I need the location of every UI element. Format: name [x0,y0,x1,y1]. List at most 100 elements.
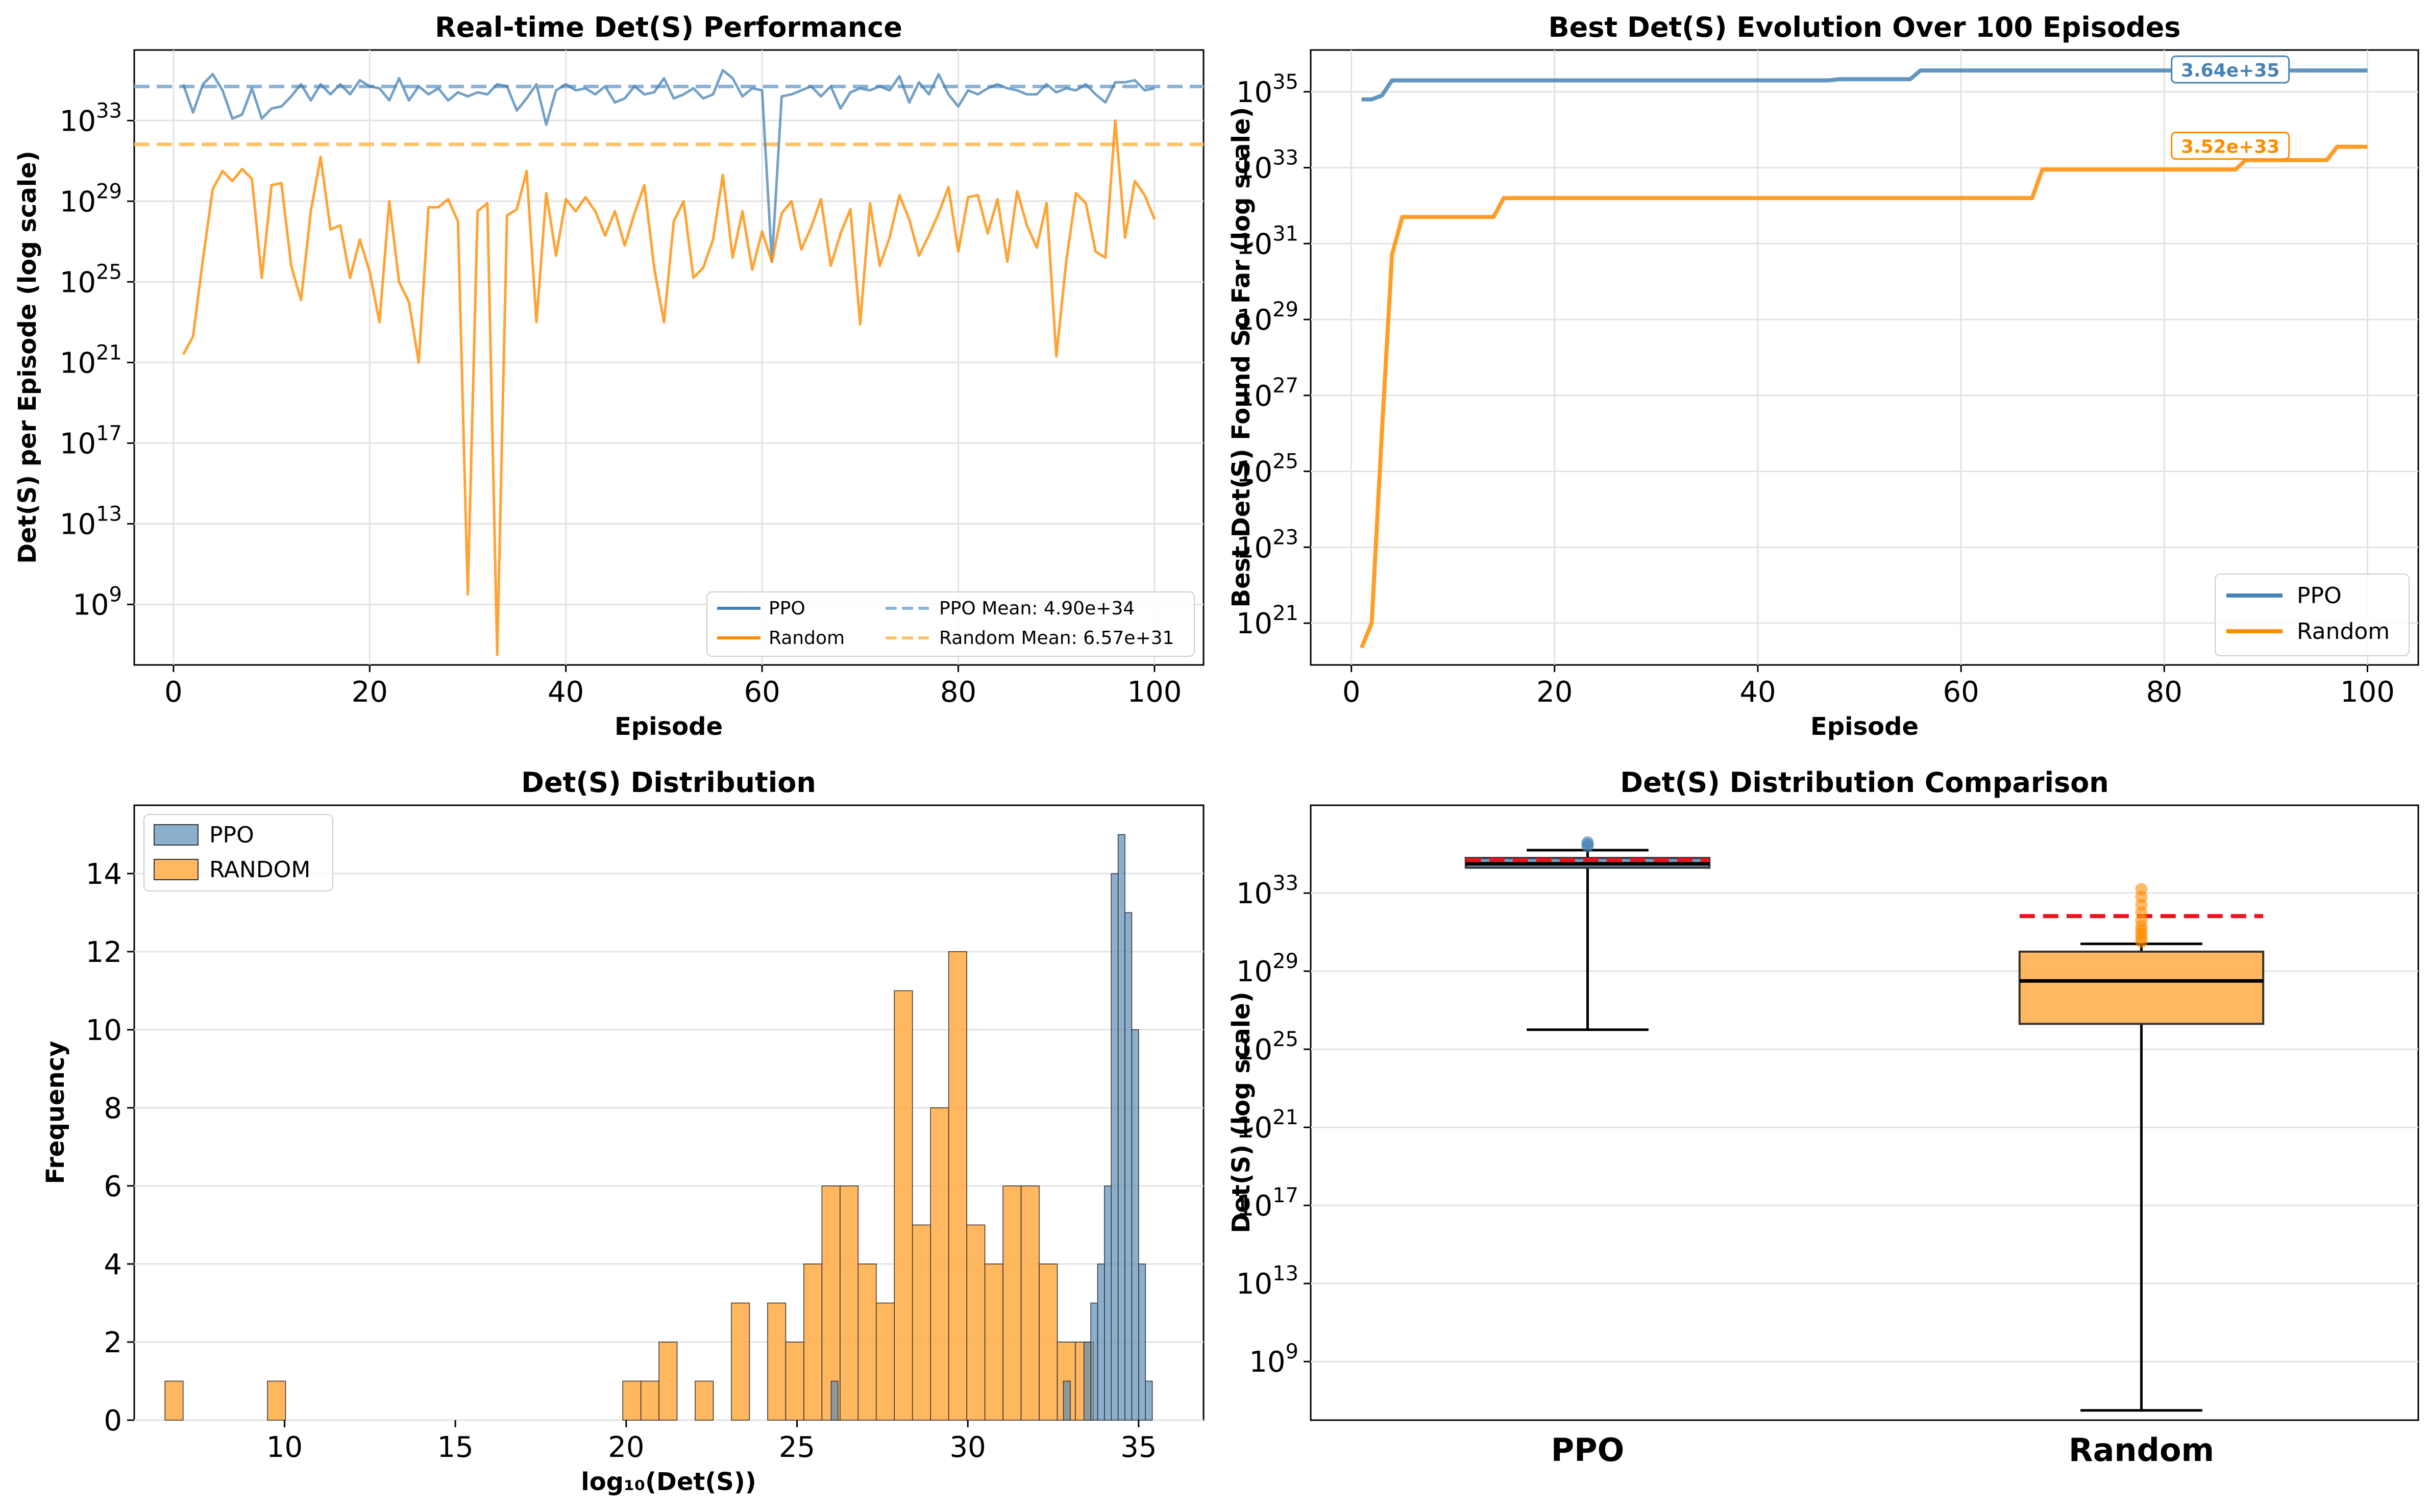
y-ticks: 0 2 4 6 8 10 12 14 [86,858,134,1437]
legend-random-label: RANDOM [209,857,310,883]
histogram-bar-random [731,1302,750,1421]
legend: PPO RANDOM [143,814,333,891]
annotation-label: 3.52e+33 [2181,137,2280,158]
legend: PPO Random [2215,574,2410,656]
x-ticks: PPO Random [1551,1431,2214,1469]
y-tick-label: 4 [104,1248,122,1281]
histogram-bar-ppo [1063,1380,1071,1421]
legend: PPO Random PPO Mean: 4.90e+34 Random Mea… [706,591,1195,657]
annotation-box [2171,55,2290,84]
y-tick-label: 1029 [60,180,122,218]
x-tick-label: 20 [608,1431,644,1464]
legend-ppo-mean-label: PPO Mean: 4.90e+34 [939,598,1135,619]
y-tick-label: 0 [104,1404,122,1437]
y-tick-label: 1025 [60,260,122,299]
annotation-box [2171,132,2290,160]
histogram-bar-random [622,1380,642,1421]
legend-random-label: Random [2297,618,2390,645]
plot-frame [1310,804,2419,1421]
histogram-bar-ppo [830,1380,839,1421]
x-tick-label: 10 [266,1431,303,1464]
y-tick-label: 14 [86,858,122,891]
histogram-bar-random [658,1342,678,1421]
histogram-bar-random [840,1185,859,1421]
histogram-bar-ppo [1138,1263,1146,1421]
y-tick-label: 1025 [1236,450,1298,489]
histogram-bar-ppo [1124,912,1133,1421]
series-line-ppo [1361,68,2368,102]
y-tick-label: 109 [72,583,122,622]
histogram-bar-random [267,1380,286,1421]
x-tick-label: Random [2069,1431,2214,1469]
x-tick-label: 35 [1120,1431,1157,1464]
histogram-bar-ppo [1083,1342,1091,1421]
x-tick-label: 80 [2146,676,2182,709]
legend-random-label: Random [769,628,845,649]
x-tick-label: 0 [164,676,183,709]
histogram-bar-ppo [1145,1380,1153,1421]
y-tick-label: 109 [1249,1340,1298,1379]
y-tick-label: 6 [104,1170,122,1203]
y-tick-label: 1033 [1236,872,1298,910]
legend-ppo-label: PPO [209,822,254,848]
x-ticks: 10 15 20 25 30 35 [266,1420,1157,1464]
histogram-bar-random [876,1302,895,1421]
y-tick-label: 1023 [1236,526,1298,564]
x-tick-label: 80 [940,676,976,709]
panel-boxplot-comparison: PPO Random 109 1013 1017 1021 1025 1029 1033 De… [1227,766,2419,1469]
x-tick-label: PPO [1551,1431,1625,1469]
y-tick-label: 1017 [60,422,122,460]
histogram-bar-random [894,990,913,1421]
y-tick-label: 1029 [1236,950,1298,988]
grid [1311,892,2418,1362]
annotations: 3.64e+35 3.52e+33 [2171,55,2290,160]
histogram-bar-random [803,1263,823,1421]
x-axis-label: Episode [1810,712,1919,741]
box-outlier [2135,883,2148,896]
histogram-bar-ppo [1090,1302,1098,1421]
histogram-bar-ppo [1097,1263,1105,1421]
histogram-bars [164,834,1153,1421]
y-tick-label: 1017 [1236,1184,1298,1223]
y-tick-label: 12 [86,936,122,969]
y-tick-label: 1029 [1236,298,1298,337]
x-tick-label: 100 [2340,676,2395,709]
x-tick-label: 25 [779,1431,815,1464]
histogram-bar-random [857,1263,877,1421]
histogram-bar-random [767,1302,787,1421]
box-random [2018,950,2265,1025]
chart-title: Det(S) Distribution Comparison [1620,766,2108,799]
x-tick-label: 0 [1342,676,1361,709]
y-tick-label: 1013 [1236,1262,1298,1301]
x-axis-label: Episode [615,712,723,741]
y-axis-label: Best Det(S) Found So Far (log scale) [1227,107,1256,608]
y-ticks: 109 1013 1017 1021 1025 1029 1033 [1236,872,1311,1379]
boxes [1464,836,2265,1412]
legend-ppo-label: PPO [769,598,805,619]
x-ticks: 0 20 40 60 80 100 [1342,665,2395,709]
legend-box [706,591,1195,657]
x-tick-label: 15 [437,1431,474,1464]
annotation-label: 3.64e+35 [2181,60,2280,81]
y-tick-label: 2 [104,1326,122,1359]
series-line-random [182,119,1156,656]
box-outlier [1581,836,1594,849]
histogram-bar-ppo [1111,873,1119,1421]
series-line-ppo [182,69,1155,263]
y-tick-label: 1033 [60,99,122,138]
series-lines [1359,68,2368,649]
x-tick-label: 60 [744,676,780,709]
y-tick-label: 1013 [60,502,122,541]
y-tick-label: 1025 [1236,1028,1298,1067]
histogram-bar-random [930,1107,949,1421]
histogram-bar-random [948,951,967,1421]
x-tick-label: 40 [1739,676,1776,709]
y-tick-label: 1021 [1236,1106,1298,1145]
panel-distribution-histogram: 10 15 20 25 30 35 0 2 4 6 8 10 12 14 Det(S) Distribu… [41,766,1205,1496]
histogram-bar-random [640,1380,659,1421]
x-ticks: 0 20 40 60 80 100 [164,665,1182,709]
x-tick-label: 30 [950,1431,986,1464]
legend-ppo-swatch [154,824,199,846]
histogram-bar-random [1020,1185,1040,1421]
y-axis-label: Frequency [41,1041,70,1184]
